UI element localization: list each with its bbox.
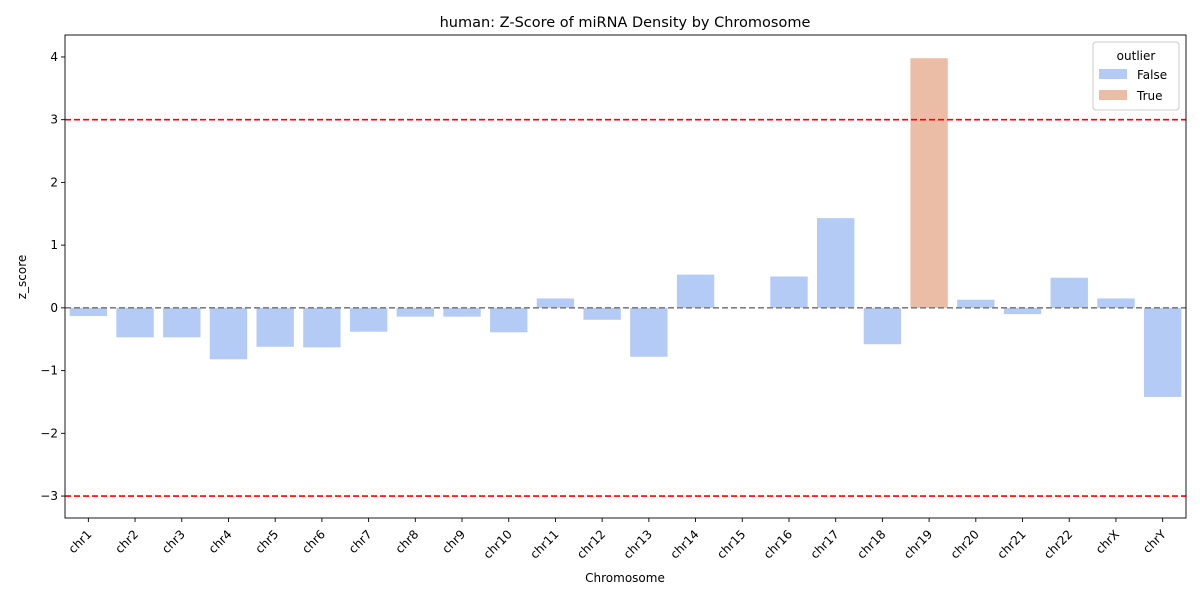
bar-chr5 bbox=[256, 307, 294, 347]
y-tick-label-6: 3 bbox=[50, 113, 58, 127]
bars-layer bbox=[69, 58, 1182, 397]
legend-title: outlier bbox=[1117, 49, 1156, 63]
bar-chrY bbox=[1143, 307, 1182, 397]
bar-chr3 bbox=[163, 307, 201, 338]
y-tick-label-1: −2 bbox=[40, 426, 58, 440]
bar-chr19 bbox=[910, 58, 948, 308]
bar-chr13 bbox=[630, 307, 668, 357]
y-axis-label: z_score bbox=[15, 255, 29, 300]
y-tick-label-2: −1 bbox=[40, 364, 58, 378]
bar-chr2 bbox=[116, 307, 154, 338]
bar-chr4 bbox=[209, 307, 248, 360]
y-tick-label-4: 1 bbox=[50, 238, 58, 252]
bar-chr21 bbox=[1003, 307, 1042, 315]
y-tick-label-0: −3 bbox=[40, 489, 58, 503]
y-tick-label-3: 0 bbox=[50, 301, 58, 315]
bar-chr16 bbox=[770, 276, 808, 308]
legend-swatch-false bbox=[1099, 69, 1127, 79]
y-tick-label-5: 2 bbox=[50, 175, 58, 189]
y-tick-label-7: 4 bbox=[50, 50, 58, 64]
legend-label-false: False bbox=[1137, 68, 1167, 82]
chart-title: human: Z-Score of miRNA Density by Chrom… bbox=[440, 15, 811, 31]
plot-frame bbox=[64, 34, 1187, 519]
axes bbox=[64, 34, 1187, 519]
legend-label-true: True bbox=[1136, 89, 1163, 103]
bar-chr11 bbox=[536, 298, 575, 308]
legend-swatch-true bbox=[1099, 90, 1127, 100]
bar-chrX bbox=[1097, 298, 1135, 308]
bar-chr7 bbox=[349, 307, 388, 332]
bar-chr1 bbox=[69, 307, 108, 317]
bar-chr12 bbox=[583, 307, 621, 320]
y-ticks: −3 −2 −1 0 1 2 3 4 bbox=[40, 50, 65, 503]
bar-chr22 bbox=[1050, 277, 1088, 308]
bar-chr17 bbox=[817, 218, 855, 308]
bar-chr6 bbox=[303, 307, 341, 348]
bar-chr8 bbox=[396, 307, 434, 317]
bar-chr18 bbox=[863, 307, 902, 345]
bar-chr9 bbox=[443, 307, 481, 317]
bar-chr10 bbox=[490, 307, 528, 333]
bar-chr14 bbox=[676, 274, 715, 308]
bar-chr20 bbox=[957, 299, 995, 308]
reference-lines bbox=[65, 118, 1186, 497]
legend: outlier False True bbox=[1092, 41, 1180, 111]
x-axis-label: Chromosome bbox=[585, 571, 665, 585]
